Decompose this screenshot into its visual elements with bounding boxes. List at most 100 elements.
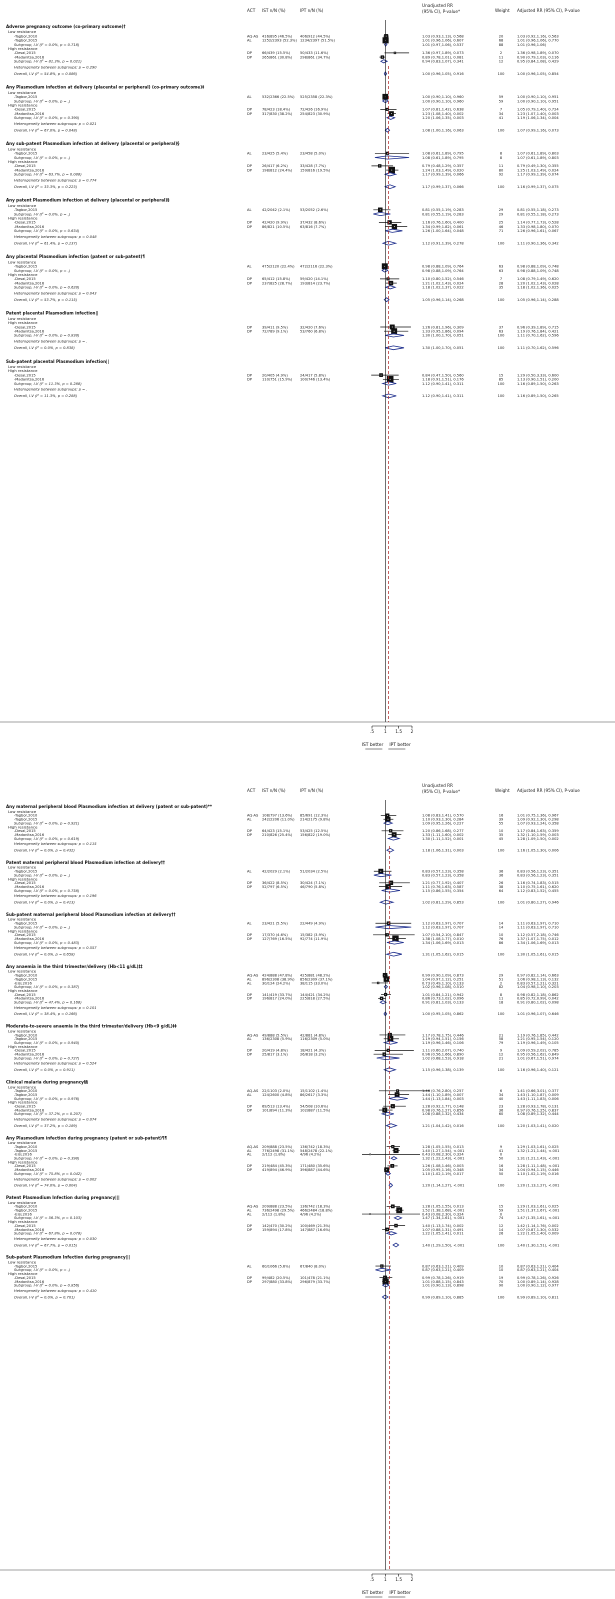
weight-cell: 11 — [499, 164, 504, 168]
ist-cell: 136/2308 (5.9%) — [262, 1037, 293, 1041]
adjusted-rr-cell: 1.43 (1.10,1.87), 0.009 — [517, 1093, 559, 1097]
unadjusted-rr-cell: 0.43 (0.08,2.30), 0.324 — [422, 1212, 464, 1216]
ipt-cell: 92/774 (11.9%) — [300, 937, 329, 941]
resistance-group-label: High resistance — [8, 368, 38, 373]
ipt-cell: 548/2478 (22.1%) — [300, 1149, 333, 1153]
resistance-group-label: Low resistance — [8, 1084, 37, 1089]
ipt-cell: 136/742 (18.3%) — [300, 1205, 331, 1209]
ipt-cell: 101/478 (21.1%) — [300, 1276, 331, 1280]
point-estimate-dot — [392, 1105, 394, 1107]
overall-label: Overall, I-V (I² = 54.8%, p = 0.086) — [14, 72, 78, 76]
act-cell: DP — [247, 885, 253, 889]
weight-cell: 45 — [499, 837, 504, 841]
point-estimate-dot — [387, 818, 389, 820]
outcome-title: Patent Plasmodium Infection during pregn… — [6, 1195, 120, 1200]
ist-cell: 39/411 (9.5%) — [262, 325, 288, 329]
point-estimate-dot — [379, 165, 381, 167]
weight-cell: 26 — [499, 1232, 504, 1236]
weight-cell: 76 — [499, 937, 504, 941]
unadjusted-rr-cell: 0.98 (0.88,1.09), 0.764 — [422, 269, 464, 273]
overall-diamond — [385, 951, 402, 957]
ist-cell: 110/751 (15.9%) — [262, 378, 293, 382]
column-header-weight: Weight — [495, 788, 510, 793]
unadjusted-rr-cell: 1.12 (0.63,1.97), 0.707 — [422, 922, 464, 926]
ipt-cell: 15/1102 (1.4%) — [300, 1089, 329, 1093]
weight-cell: 10 — [499, 829, 504, 833]
weight-cell: 36 — [499, 870, 504, 874]
subgroup-diamond — [381, 268, 389, 273]
outcome-title: Any sub-patent Plasmodium infection at d… — [6, 141, 180, 146]
act-cell: DP — [247, 829, 253, 833]
unadjusted-rr-cell: 1.26 (1.08,1.46), 0.003 — [422, 1164, 464, 1168]
unadjusted-rr-cell: 1.00 (0.95,1.05), 0.862 — [422, 1012, 464, 1016]
act-cell: AQ-AS — [247, 974, 259, 978]
subgroup-label: Subgroup, I-V (I² = 0.0%, p = .) — [14, 1268, 71, 1272]
unadjusted-rr-cell: 1.05 (0.95,1.16), 0.348 — [422, 1168, 464, 1172]
adjusted-rr-cell: 0.99 (0.78,1.26), 0.926 — [517, 1276, 559, 1280]
unadjusted-rr-cell: 1.40 (1.29,1.50), <.001 — [422, 1243, 464, 1247]
unadjusted-rr-cell: 1.15 (0.96,1.38), 0.139 — [422, 1068, 464, 1072]
unadjusted-rr-cell: 1.19 (0.96,1.46), 0.106 — [422, 1041, 464, 1045]
study-label: -Desai,2015 — [14, 51, 36, 55]
adjusted-rr-cell: 0.98 (0.88,1.09), 0.748 — [517, 265, 559, 269]
subgroup-label: Subgroup, I-V (I² = 0.0%, p = .) — [14, 212, 71, 216]
adjusted-rr-cell: 1.11 (0.63,1.97), 0.710 — [517, 925, 559, 929]
ist-cell: 42/2029 (2.1%) — [262, 870, 291, 874]
unadjusted-rr-cell: 0.43 (0.08,2.30), 0.324 — [422, 1153, 464, 1157]
study-label: -Desai,2015 — [14, 1224, 36, 1228]
ist-cell: 475/2120 (22.4%) — [262, 265, 295, 269]
weight-cell: 14 — [499, 922, 504, 926]
adjusted-rr-cell: 1.01 (0.75,1.36), 0.967 — [517, 814, 559, 818]
ipt-cell: 156/822 (19.0%) — [300, 833, 331, 837]
weight-cell: 100 — [498, 242, 506, 246]
unadjusted-rr-cell: 1.08 (0.88,1.32), 0.434 — [422, 1112, 464, 1116]
unadjusted-rr-cell: 0.83 (0.57,1.23), 0.358 — [422, 873, 464, 877]
unadjusted-rr-cell: 1.01 (0.84,1.21), 0.942 — [422, 993, 464, 997]
overall-diamond — [379, 899, 395, 905]
study-label: -Desai,2015 — [14, 164, 36, 168]
adjusted-rr-cell: 1.08 (0.79,1.49), 0.620 — [517, 277, 559, 281]
heterogeneity-note: Heterogeneity between subgroups: p = 0.0… — [14, 1118, 97, 1122]
act-cell: AL — [247, 1264, 251, 1268]
adjusted-rr-cell: 1.37 (1.07,1.75), 0.012 — [517, 937, 559, 941]
ipt-cell: 37/432 (8.6%) — [300, 221, 326, 225]
adjusted-rr-cell: 1.04 (0.94,1.15), 0.446 — [517, 1168, 559, 1172]
study-label: -Tagbor,2015 — [14, 1209, 37, 1213]
study-label: -Desai,2015 — [14, 933, 36, 937]
adjusted-rr-cell: 1.42 (1.14,1.76), 0.002 — [517, 1224, 559, 1228]
ist-cell: 265/861 (30.8%) — [262, 55, 293, 59]
overall-diamond — [385, 345, 405, 351]
x-axis-tick-label: 1 — [384, 729, 387, 734]
ist-cell: 108/797 (13.6%) — [262, 814, 293, 818]
point-estimate-dot — [383, 1053, 385, 1055]
ipt-cell: 33/428 (7.7%) — [300, 164, 326, 168]
adjusted-rr-cell: 0.96 (0.39,1.89), 0.715 — [517, 325, 559, 329]
weight-cell: 100 — [498, 1243, 506, 1247]
ist-cell: 141/419 (33.7%) — [262, 993, 293, 997]
weight-cell: 11 — [499, 997, 504, 1001]
ipt-cell: 22/449 (4.9%) — [300, 922, 326, 926]
unadjusted-rr-cell: 1.33 (1.11,1.60), 0.002 — [422, 833, 464, 837]
act-cell: DP — [247, 997, 253, 1001]
adjusted-rr-cell: 0.81 (0.55,1.18), 0.273 — [517, 212, 559, 216]
weight-cell: 40 — [499, 1097, 504, 1101]
x-axis-tick-label: .5 — [370, 729, 374, 734]
adjusted-rr-cell: 1.05 (0.79,1.40), 0.724 — [517, 108, 559, 112]
overall-label: Overall, I-V (I² = 74.0%, p = 0.004) — [14, 1184, 78, 1188]
subgroup-diamond — [384, 285, 397, 290]
overall-diamond — [383, 184, 397, 190]
weight-cell: 18 — [499, 1001, 504, 1005]
subgroup-diamond — [385, 333, 405, 338]
subgroup-label: Subgroup, I-V (I² = 0.0%, p = 0.398) — [14, 1157, 80, 1161]
unadjusted-rr-cell: 1.18 (1.06,1.31), 0.003 — [422, 849, 464, 853]
adjusted-rr-cell: 1.11 (0.90,1.36), 0.342 — [517, 242, 559, 246]
point-estimate-dot — [379, 209, 381, 211]
ist-cell: 2/112 (1.8%) — [262, 1212, 286, 1216]
study-label: -Tagbor,2015 — [14, 95, 37, 99]
unadjusted-rr-cell: 1.30 (1.11,1.52), 0.001 — [422, 837, 464, 841]
adjusted-rr-cell: 1.47 (1.35,1.61), <.001 — [517, 1216, 559, 1220]
ipt-cell: 406/912 (44.5%) — [300, 34, 331, 38]
subgroup-diamond — [393, 1215, 403, 1220]
weight-cell: 2 — [500, 981, 502, 985]
study-label: -Tagbor,2015 — [14, 922, 37, 926]
